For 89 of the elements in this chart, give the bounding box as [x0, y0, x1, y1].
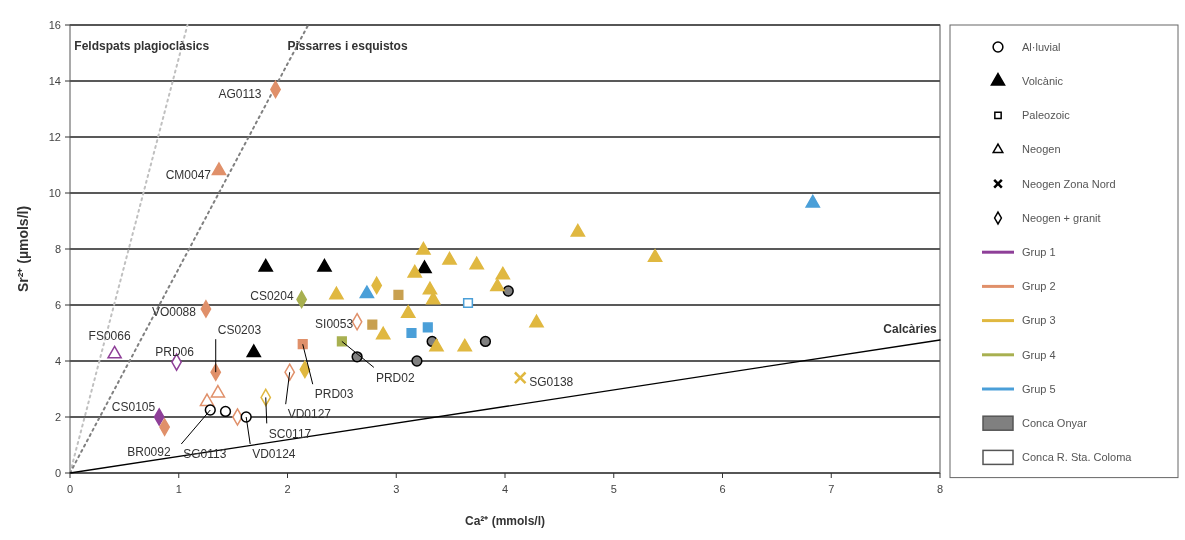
y-tick-label: 4: [54, 354, 61, 367]
x-tick-label: 3: [393, 483, 400, 495]
point: [417, 260, 432, 274]
text: Neogen: [1022, 143, 1061, 156]
point: [529, 314, 544, 328]
point: [246, 344, 262, 358]
annotation: BR0092: [127, 445, 171, 460]
y-tick-label: 14: [48, 74, 61, 87]
annotation: PRD03: [314, 387, 354, 402]
series-label: Pissarres i esquistos: [287, 39, 408, 54]
point: [375, 326, 391, 340]
point: [240, 411, 252, 423]
point: [407, 264, 423, 278]
x-tick-label: 5: [610, 483, 617, 495]
point: [442, 251, 457, 265]
legend-label: Grup 2: [1022, 280, 1056, 293]
point: [359, 285, 375, 299]
annotation: CS0105: [111, 400, 156, 415]
point: [422, 322, 433, 333]
point: [406, 327, 417, 339]
point: [805, 194, 821, 208]
text: Paleozoic: [1022, 109, 1071, 122]
point: [258, 258, 274, 272]
y-tick-label: 2: [54, 410, 61, 423]
y-tick-label: 0: [54, 466, 61, 479]
point: [297, 339, 308, 350]
point: [211, 162, 227, 176]
annotation: SG0138: [529, 375, 574, 389]
point: [457, 338, 473, 352]
point: [429, 338, 444, 352]
legend-label: Grup 4: [1022, 348, 1056, 361]
x-tick-label: 1: [175, 483, 182, 495]
legend-label: Grup 1: [1022, 246, 1056, 259]
point: [495, 266, 511, 280]
point: [411, 355, 423, 367]
point: [422, 281, 438, 295]
text: Conca Onyar: [1022, 417, 1088, 430]
point: [367, 319, 378, 330]
annotation: AG0113: [218, 86, 262, 101]
annotation: PRD02: [375, 370, 415, 385]
point: [462, 297, 474, 309]
point: [570, 223, 586, 237]
point: [647, 249, 663, 262]
text: Neogen Zona Nord: [1022, 177, 1116, 190]
y-tick-label: 6: [54, 298, 61, 311]
annotation: FS0066: [88, 329, 131, 344]
point: [513, 371, 527, 385]
x-tick-label: 2: [284, 483, 291, 495]
annotation: VD0124: [252, 447, 296, 462]
point: [479, 335, 492, 348]
point: [416, 241, 431, 255]
annotation: SI0053: [315, 317, 354, 331]
annotation: CM0047: [165, 167, 212, 182]
point: [329, 286, 344, 300]
x-tick-label: 4: [501, 483, 509, 495]
point: [490, 278, 505, 292]
y-tick-label: 8: [54, 242, 61, 255]
x-tick-label: 8: [936, 483, 944, 495]
text: Conca R. Sta. Coloma: [1022, 451, 1133, 464]
point: [336, 336, 347, 347]
point: [107, 345, 122, 359]
point: [400, 305, 416, 318]
annotation: VO0088: [151, 305, 197, 320]
y-tick-label: 10: [48, 186, 61, 199]
annotation: CS0203: [217, 323, 262, 338]
point: [219, 405, 232, 418]
x-tick-label: 7: [828, 483, 835, 495]
y-axis-title: Sr²⁺ (µmols/l): [15, 205, 31, 293]
point: [393, 289, 404, 300]
x-tick-label: 0: [66, 483, 74, 495]
legend-label: Grup 5: [1022, 382, 1056, 395]
series-label: Calcàries: [883, 322, 938, 336]
text: Neogen + granit: [1022, 211, 1101, 224]
point: [502, 285, 514, 297]
annotation: CS0204: [250, 288, 294, 303]
point: [199, 393, 215, 407]
annotation: SC0117: [268, 426, 312, 441]
text: Feldspats plagioclàsics: [74, 39, 210, 54]
y-tick-label: 12: [48, 130, 61, 143]
legend-label: Volcànic: [1022, 75, 1064, 88]
point: [469, 256, 485, 270]
y-tick-label: 16: [48, 18, 61, 31]
annotation: PRD06: [155, 345, 195, 360]
x-axis-title: Ca²⁺ (mmols/l): [464, 514, 546, 528]
x-tick-label: 6: [719, 483, 726, 495]
point: [204, 404, 216, 416]
legend-label: Al·luvial: [1022, 40, 1061, 53]
legend-label: Grup 3: [1022, 314, 1056, 327]
point: [317, 258, 332, 272]
